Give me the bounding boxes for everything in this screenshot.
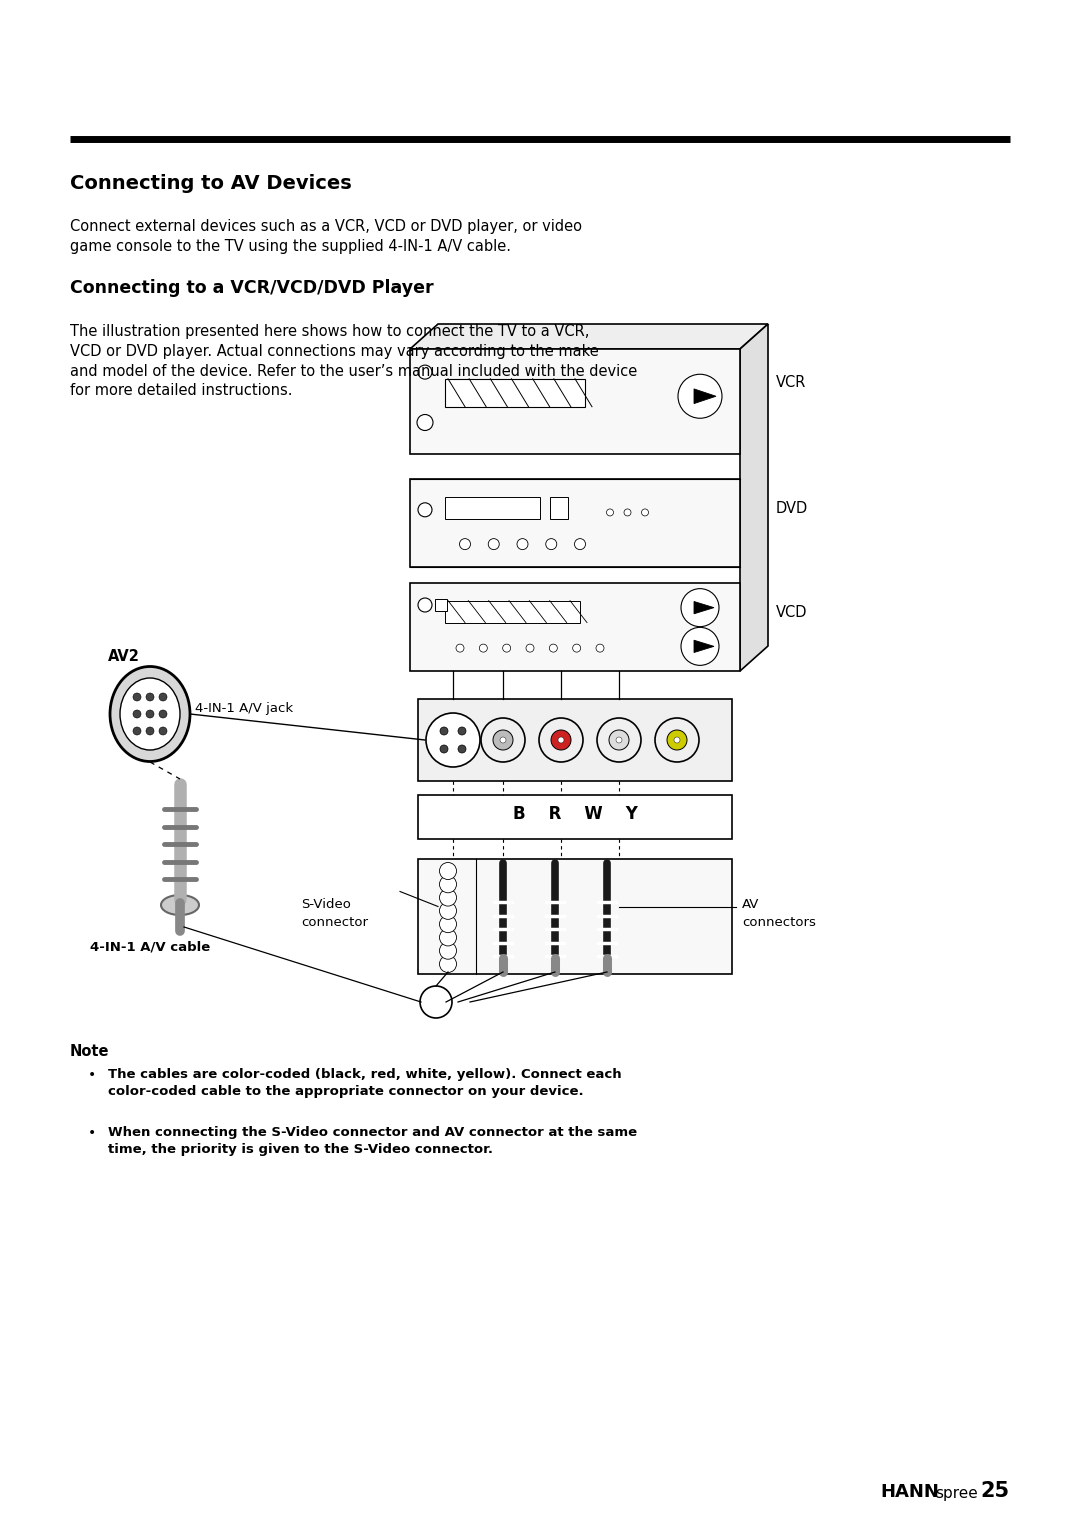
Text: DVD: DVD (777, 502, 808, 515)
Circle shape (550, 644, 557, 653)
Ellipse shape (110, 667, 190, 761)
Circle shape (133, 709, 141, 719)
Circle shape (481, 719, 525, 761)
Circle shape (459, 538, 471, 549)
Text: Note: Note (70, 1044, 109, 1060)
Circle shape (159, 693, 167, 700)
Circle shape (420, 986, 453, 1018)
Circle shape (440, 876, 457, 893)
Circle shape (558, 737, 564, 743)
Text: spree: spree (935, 1486, 977, 1501)
Ellipse shape (120, 677, 180, 751)
FancyBboxPatch shape (418, 699, 732, 781)
Circle shape (607, 509, 613, 515)
Circle shape (678, 375, 723, 419)
Circle shape (572, 644, 581, 653)
Circle shape (418, 365, 432, 379)
Circle shape (418, 503, 432, 517)
Circle shape (667, 729, 687, 751)
FancyBboxPatch shape (550, 497, 568, 518)
Circle shape (551, 729, 571, 751)
Circle shape (596, 644, 604, 653)
Polygon shape (694, 641, 714, 653)
Text: VCD: VCD (777, 605, 808, 619)
Text: HANN: HANN (880, 1483, 939, 1501)
FancyBboxPatch shape (418, 795, 732, 839)
Circle shape (133, 726, 141, 735)
Circle shape (609, 729, 629, 751)
Circle shape (458, 745, 465, 752)
Circle shape (426, 713, 480, 768)
Circle shape (500, 737, 507, 743)
Circle shape (440, 902, 457, 919)
Circle shape (488, 538, 499, 549)
Text: The cables are color-coded (black, red, white, yellow). Connect each
color-coded: The cables are color-coded (black, red, … (108, 1067, 622, 1098)
Circle shape (458, 726, 465, 735)
Circle shape (146, 709, 154, 719)
Circle shape (539, 719, 583, 761)
Circle shape (440, 888, 457, 907)
Circle shape (133, 693, 141, 700)
Text: •: • (87, 1125, 96, 1141)
Circle shape (545, 538, 557, 549)
Circle shape (575, 538, 585, 549)
Circle shape (502, 644, 511, 653)
Circle shape (456, 644, 464, 653)
Circle shape (159, 726, 167, 735)
FancyBboxPatch shape (410, 479, 740, 567)
Circle shape (440, 942, 457, 959)
FancyBboxPatch shape (445, 379, 585, 407)
Text: 4-IN-1 A/V cable: 4-IN-1 A/V cable (90, 940, 211, 954)
Text: The illustration presented here shows how to connect the TV to a VCR,
VCD or DVD: The illustration presented here shows ho… (70, 324, 637, 399)
Polygon shape (740, 324, 768, 671)
Circle shape (616, 737, 622, 743)
Polygon shape (694, 601, 714, 613)
Text: VCR: VCR (777, 375, 807, 390)
Circle shape (681, 589, 719, 627)
Circle shape (146, 726, 154, 735)
Text: Connect external devices such as a VCR, VCD or DVD player, or video
game console: Connect external devices such as a VCR, … (70, 219, 582, 254)
Text: 25: 25 (980, 1482, 1009, 1501)
FancyBboxPatch shape (435, 599, 447, 612)
Text: •: • (87, 1067, 96, 1083)
Text: 4-IN-1 A/V jack: 4-IN-1 A/V jack (195, 702, 293, 716)
FancyBboxPatch shape (410, 349, 740, 454)
Circle shape (417, 414, 433, 431)
Polygon shape (694, 388, 716, 404)
Circle shape (526, 644, 534, 653)
Text: When connecting the S-Video connector and AV connector at the same
time, the pri: When connecting the S-Video connector an… (108, 1125, 637, 1156)
Circle shape (681, 627, 719, 665)
Circle shape (440, 726, 448, 735)
Text: S-Video
connector: S-Video connector (301, 899, 368, 928)
Circle shape (159, 709, 167, 719)
Text: AV
connectors: AV connectors (742, 899, 815, 928)
FancyBboxPatch shape (410, 583, 740, 671)
FancyBboxPatch shape (445, 497, 540, 518)
Circle shape (440, 745, 448, 752)
FancyBboxPatch shape (445, 601, 580, 622)
Polygon shape (410, 324, 768, 349)
Text: Connecting to AV Devices: Connecting to AV Devices (70, 174, 352, 193)
Circle shape (440, 862, 457, 879)
Circle shape (440, 956, 457, 972)
Circle shape (642, 509, 648, 515)
Text: AV2: AV2 (108, 648, 140, 664)
FancyBboxPatch shape (418, 859, 732, 974)
Text: Connecting to a VCR/VCD/DVD Player: Connecting to a VCR/VCD/DVD Player (70, 278, 434, 297)
Circle shape (517, 538, 528, 549)
Circle shape (492, 729, 513, 751)
Circle shape (674, 737, 680, 743)
Text: B    R    W    Y: B R W Y (513, 804, 637, 823)
Circle shape (624, 509, 631, 515)
Circle shape (597, 719, 642, 761)
Circle shape (480, 644, 487, 653)
Ellipse shape (161, 894, 199, 914)
Circle shape (654, 719, 699, 761)
Circle shape (418, 598, 432, 612)
Circle shape (146, 693, 154, 700)
Circle shape (440, 916, 457, 933)
Circle shape (440, 930, 457, 946)
